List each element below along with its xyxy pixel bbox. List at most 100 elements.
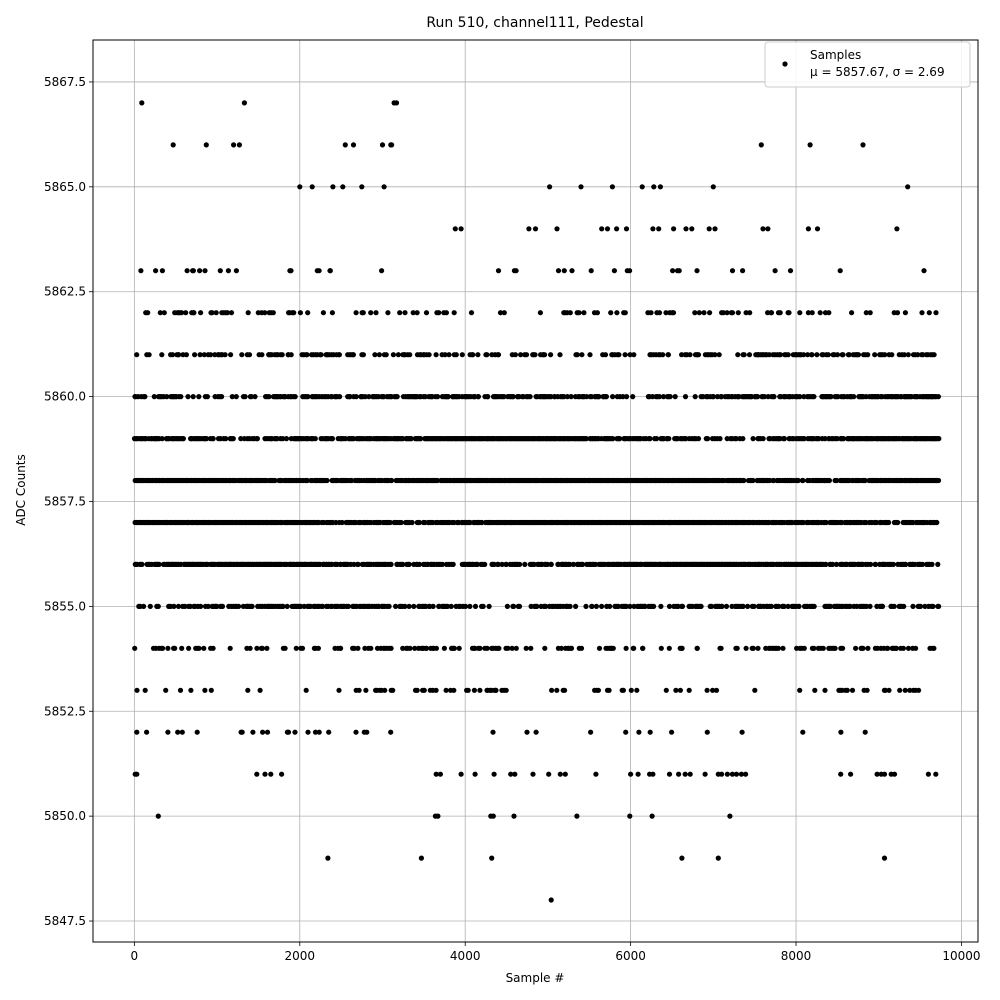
scatter-point xyxy=(407,645,413,651)
scatter-point xyxy=(175,603,182,610)
scatter-point xyxy=(441,645,447,651)
scatter-point xyxy=(809,352,815,358)
scatter-point xyxy=(724,771,731,777)
scatter-point xyxy=(292,729,298,735)
scatter-point xyxy=(624,394,630,400)
scatter-point xyxy=(175,729,181,735)
scatter-point xyxy=(410,310,416,316)
scatter-point xyxy=(526,226,532,232)
scatter-point xyxy=(280,436,286,442)
scatter-point xyxy=(905,645,912,651)
scatter-point xyxy=(504,603,510,610)
scatter-point xyxy=(386,603,392,610)
scatter-point xyxy=(623,226,630,232)
scatter-point xyxy=(513,645,519,651)
scatter-point xyxy=(865,645,871,651)
scatter-point xyxy=(840,645,846,651)
scatter-point xyxy=(297,310,303,316)
scatter-point xyxy=(805,352,811,358)
scatter-point xyxy=(134,687,140,693)
scatter-point xyxy=(451,645,457,651)
scatter-point xyxy=(935,561,941,568)
scatter-point xyxy=(739,729,745,735)
scatter-point xyxy=(823,561,829,568)
scatter-point xyxy=(197,352,203,358)
scatter-point xyxy=(390,687,396,693)
scatter-point xyxy=(264,729,271,735)
scatter-point xyxy=(567,310,573,316)
scatter-point xyxy=(383,352,389,358)
scatter-point xyxy=(299,645,306,651)
scatter-point xyxy=(650,226,656,232)
scatter-point xyxy=(283,436,290,442)
scatter-point xyxy=(201,352,207,358)
scatter-point xyxy=(139,561,145,568)
scatter-point xyxy=(741,477,747,484)
scatter-point xyxy=(751,603,757,610)
scatter-point xyxy=(656,394,663,400)
scatter-point xyxy=(465,687,471,693)
scatter-point xyxy=(822,687,828,693)
scatter-point xyxy=(224,310,230,316)
scatter-point xyxy=(239,352,245,358)
x-axis-label: Sample # xyxy=(506,971,565,985)
scatter-point xyxy=(584,394,590,400)
scatter-point xyxy=(435,394,441,400)
y-axis: 5847.5 5850.0 5852.5 5855.0 5857.5 5860.0 5862… xyxy=(44,75,93,928)
scatter-point xyxy=(490,729,496,735)
scatter-point xyxy=(231,142,237,148)
y-tick-label: 5855.0 xyxy=(44,599,86,613)
scatter-point xyxy=(259,352,265,358)
scatter-point xyxy=(482,561,488,568)
scatter-point xyxy=(649,813,655,819)
scatter-point xyxy=(750,436,756,442)
y-tick-label: 5862.5 xyxy=(44,285,86,299)
scatter-point xyxy=(864,687,870,693)
scatter-point xyxy=(796,603,802,610)
scatter-point xyxy=(800,729,806,735)
scatter-point xyxy=(475,352,481,358)
scatter-point xyxy=(573,603,579,610)
scatter-point xyxy=(712,226,718,232)
scatter-point xyxy=(713,687,720,693)
scatter-point xyxy=(527,394,533,400)
scatter-point xyxy=(931,645,937,651)
scatter-point xyxy=(897,687,903,693)
scatter-point xyxy=(165,729,171,735)
scatter-point xyxy=(747,310,753,316)
scatter-point xyxy=(345,603,351,610)
scatter-point xyxy=(433,771,439,777)
scatter-point xyxy=(453,352,459,358)
scatter-point xyxy=(238,729,244,735)
scatter-point xyxy=(512,771,518,777)
x-tick-label: 6000 xyxy=(615,949,646,963)
x-tick-label: 2000 xyxy=(285,949,316,963)
scatter-point xyxy=(917,603,924,610)
y-tick-label: 5865.0 xyxy=(44,180,86,194)
scatter-point xyxy=(679,603,686,610)
scatter-point xyxy=(414,687,420,693)
scatter-point xyxy=(398,519,404,526)
scatter-point xyxy=(682,771,688,777)
scatter-point xyxy=(570,561,577,568)
scatter-point xyxy=(594,310,601,316)
scatter-point xyxy=(627,603,633,610)
scatter-point xyxy=(682,394,689,400)
scatter-point xyxy=(604,226,611,232)
scatter-point xyxy=(268,771,274,777)
scatter-point xyxy=(495,561,501,568)
scatter-point xyxy=(719,394,725,400)
scatter-point xyxy=(554,687,560,693)
scatter-point xyxy=(891,771,898,777)
scatter-point xyxy=(596,645,603,651)
scatter-point xyxy=(588,729,594,735)
scatter-point xyxy=(350,142,357,148)
scatter-point xyxy=(921,268,927,274)
scatter-point xyxy=(781,436,788,442)
scatter-point xyxy=(254,645,260,651)
scatter-point xyxy=(179,645,185,651)
scatter-point xyxy=(708,603,715,610)
scatter-point xyxy=(382,687,388,693)
scatter-point xyxy=(138,268,144,274)
